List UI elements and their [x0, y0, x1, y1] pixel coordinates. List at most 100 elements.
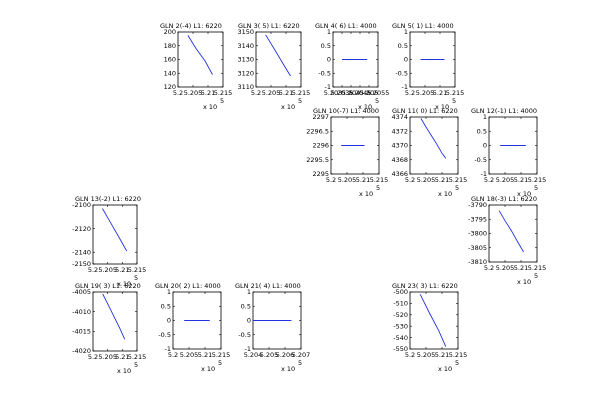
axes-frame — [177, 31, 224, 88]
y-tick-label: -4010 — [72, 308, 91, 316]
y-tick-label: -1 — [325, 83, 331, 91]
x-exponent: 5 — [534, 184, 538, 192]
y-tick-label: 0 — [483, 142, 487, 150]
x-multiplier: x 10 — [281, 103, 295, 111]
y-tick-label: 160 — [164, 56, 176, 64]
x-tick-label: 5.21 — [435, 176, 449, 184]
y-tick-label: -4020 — [72, 347, 91, 355]
y-tick-label: 1 — [247, 288, 251, 296]
y-tick-label: -0.5 — [238, 331, 251, 339]
y-tick-label: 0 — [404, 56, 408, 64]
x-tick-label: 5.2035 — [331, 89, 354, 97]
x-tick-label: 5.215 — [212, 351, 231, 359]
y-tick-label: 0 — [247, 317, 251, 325]
y-tick-label: 3120 — [237, 69, 254, 77]
x-multiplier: x 10 — [435, 103, 449, 111]
subplot-title: GLN 2(-4) L1: 6220 — [160, 22, 222, 30]
x-exponent: 5 — [376, 184, 380, 192]
y-tick-label: -0.5 — [474, 156, 487, 164]
y-tick-label: -3810 — [468, 258, 487, 266]
x-tick-label: 5.205 — [260, 351, 279, 359]
x-tick-label: 5.215 — [528, 176, 547, 184]
y-tick-label: 0.5 — [398, 42, 408, 50]
y-tick-label: 4368 — [391, 156, 408, 164]
y-tick-label: -550 — [393, 345, 408, 353]
axes-frame — [92, 204, 138, 265]
x-exponent: 5 — [298, 97, 302, 105]
x-tick-label: 5.21 — [514, 264, 528, 272]
y-tick-label: -3795 — [468, 215, 487, 223]
y-tick-label: -4005 — [72, 288, 91, 296]
y-tick-label: -1 — [165, 345, 171, 353]
y-tick-label: 3150 — [237, 28, 254, 36]
x-multiplier: x 10 — [359, 190, 373, 198]
x-exponent: 5 — [455, 184, 459, 192]
subplot-title: GLN 13(-2) L1: 6220 — [75, 195, 141, 203]
subplot-title: GLN 4( 6) L1: 4000 — [315, 22, 377, 30]
x-tick-label: 5.2 — [173, 89, 183, 97]
x-tick-label: 5.21 — [514, 176, 528, 184]
y-tick-label: 140 — [164, 69, 176, 77]
x-multiplier: x 10 — [203, 103, 217, 111]
x-tick-label: 5.207 — [292, 351, 311, 359]
x-tick-label: 5.2 — [88, 353, 98, 361]
x-multiplier: x 10 — [517, 278, 531, 286]
x-tick-label: 5.2 — [484, 264, 494, 272]
axes-frame — [92, 291, 138, 352]
y-tick-label: -1 — [481, 170, 487, 178]
x-tick-label: 5.203 — [324, 89, 343, 97]
subplot: GLN 13(-2) L1: 6220-2100-2120-2140-21505… — [72, 195, 146, 288]
x-exponent: 5 — [375, 97, 379, 105]
x-tick-label: 5.205 — [416, 89, 435, 97]
series-line — [419, 294, 447, 347]
subplot: GLN 19( 3) L1: 6220-4005-4010-4015-40205… — [72, 282, 146, 375]
y-tick-label: 1 — [483, 113, 487, 121]
y-tick-label: 4374 — [391, 113, 408, 121]
y-tick-label: 3110 — [237, 83, 254, 91]
subplot-title: GLN 5( 1) L1: 4000 — [392, 22, 454, 30]
subplot: GLN 23( 3) L1: 6220-500 -510 -520 -530 -540 -… — [392, 282, 467, 373]
y-tick-label: -2120 — [72, 225, 91, 233]
subplot-title: GLN 21( 4) L1: 4000 — [235, 282, 301, 290]
x-tick-label: 5.2 — [405, 176, 415, 184]
x-exponent: 5 — [452, 97, 456, 105]
series-line — [102, 208, 128, 252]
x-multiplier: x 10 — [517, 190, 531, 198]
y-tick-label: 3130 — [237, 56, 254, 64]
subplot-title: GLN 12(-1) L1: 4000 — [471, 107, 537, 115]
y-tick-label: 2295 — [312, 170, 329, 178]
x-multiplier: x 10 — [281, 365, 295, 373]
x-tick-label: 5.215 — [449, 351, 468, 359]
y-tick-label: 1 — [404, 28, 408, 36]
series-line — [420, 118, 447, 159]
x-exponent: 5 — [298, 359, 302, 367]
x-tick-label: 5.215 — [128, 266, 147, 274]
axes-frame — [255, 31, 302, 88]
series-line — [498, 210, 524, 253]
x-tick-label: 5.205 — [417, 176, 436, 184]
x-tick-label: 5.215 — [528, 264, 547, 272]
x-tick-label: 5.21 — [279, 89, 293, 97]
x-tick-label: 5.21 — [201, 89, 215, 97]
y-tick-label: -0.5 — [158, 331, 171, 339]
x-tick-label: 5.205 — [184, 89, 203, 97]
x-tick-label: 5.205 — [180, 351, 199, 359]
x-exponent: 5 — [455, 359, 459, 367]
x-tick-label: 5.206 — [276, 351, 295, 359]
y-tick-label: -510 — [393, 300, 408, 308]
x-multiplier: x 10 — [117, 280, 131, 288]
x-tick-label: 5.2 — [405, 351, 415, 359]
y-tick-label: -2150 — [72, 260, 91, 268]
y-tick-label: 200 — [164, 28, 176, 36]
x-exponent: 5 — [220, 97, 224, 105]
y-tick-label: -530 — [393, 322, 408, 330]
x-tick-label: 5.215 — [292, 89, 311, 97]
x-tick-label: 5.205 — [98, 266, 117, 274]
subplot: GLN 3( 5) L1: 6220315031403130312031105.… — [237, 22, 310, 111]
y-tick-label: -540 — [393, 334, 408, 342]
